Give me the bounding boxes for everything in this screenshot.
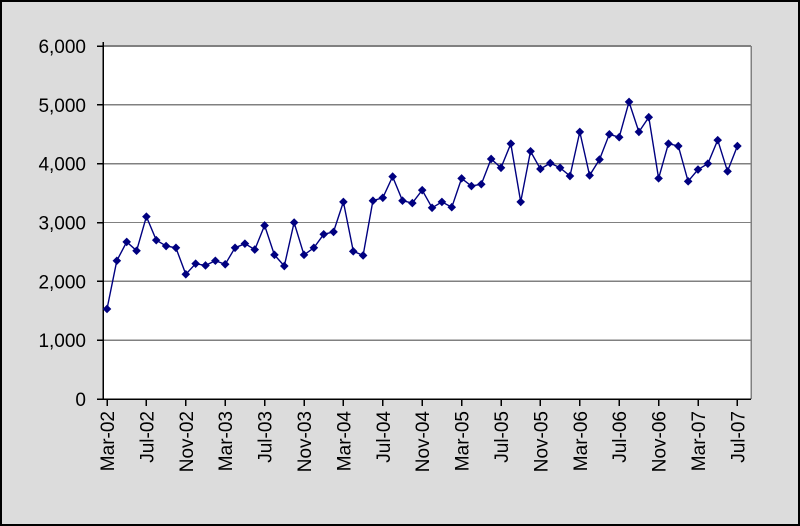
data-point-marker bbox=[496, 163, 506, 173]
data-point-marker bbox=[161, 241, 171, 251]
x-tick-label: Jul-04 bbox=[374, 411, 395, 463]
data-series bbox=[102, 97, 742, 314]
data-point-marker bbox=[516, 197, 525, 207]
data-point-marker bbox=[614, 132, 624, 142]
x-tick-label: Jul-07 bbox=[728, 411, 749, 463]
data-point-marker bbox=[683, 177, 693, 186]
data-point-marker bbox=[545, 158, 555, 168]
data-point-marker bbox=[191, 259, 200, 268]
data-point-marker bbox=[181, 269, 191, 279]
data-point-marker bbox=[713, 135, 722, 145]
data-point-marker bbox=[378, 193, 388, 203]
x-tick-label: Mar-05 bbox=[453, 411, 474, 471]
data-point-marker bbox=[151, 235, 161, 245]
data-point-marker bbox=[457, 174, 466, 183]
y-tick-label: 2,000 bbox=[38, 272, 86, 293]
x-tick-label: Nov-06 bbox=[650, 411, 671, 472]
y-tick-label: 3,000 bbox=[38, 214, 86, 235]
data-point-marker bbox=[319, 229, 328, 239]
x-tick-label: Mar-04 bbox=[334, 411, 355, 472]
data-point-marker bbox=[102, 304, 112, 314]
data-point-marker bbox=[260, 221, 269, 230]
x-tick-label: Mar-02 bbox=[98, 411, 119, 471]
x-tick-label: Jul-05 bbox=[492, 411, 513, 463]
data-point-marker bbox=[230, 243, 240, 253]
data-point-marker bbox=[575, 127, 585, 137]
data-point-marker bbox=[526, 147, 535, 156]
y-tick-label: 5,000 bbox=[38, 96, 86, 117]
y-tick-label: 4,000 bbox=[38, 155, 86, 176]
data-point-marker bbox=[250, 245, 260, 254]
data-point-marker bbox=[142, 212, 151, 221]
x-tick-label: Jul-06 bbox=[610, 411, 631, 463]
data-point-marker bbox=[605, 129, 614, 139]
data-point-marker bbox=[536, 164, 545, 174]
data-point-marker bbox=[693, 165, 703, 174]
x-tick-label: Nov-03 bbox=[295, 411, 316, 472]
x-axis: Mar-02 Jul-02 Nov-02 Mar-03 Jul-03 Nov-03 Mar-… bbox=[98, 398, 751, 473]
data-point-marker bbox=[654, 174, 663, 183]
y-tick-label: 6,000 bbox=[38, 37, 86, 58]
data-point-marker bbox=[398, 196, 407, 206]
data-point-marker bbox=[329, 227, 338, 237]
x-tick-label: Jul-02 bbox=[137, 411, 158, 463]
x-tick-label: Jul-03 bbox=[256, 411, 277, 463]
data-point-marker bbox=[348, 247, 358, 256]
gridlines bbox=[103, 104, 751, 341]
data-point-marker bbox=[437, 197, 447, 207]
x-tick-label: Nov-05 bbox=[531, 411, 552, 472]
data-point-marker bbox=[309, 243, 319, 253]
data-point-marker bbox=[565, 171, 575, 181]
data-point-marker bbox=[664, 139, 673, 148]
data-point-marker bbox=[427, 203, 437, 213]
y-axis: 0 1,000 2,000 3,000 4,000 5,000 6,000 bbox=[38, 37, 104, 411]
data-point-marker bbox=[358, 251, 368, 260]
data-point-marker bbox=[339, 197, 348, 207]
data-point-marker bbox=[270, 250, 279, 260]
data-point-marker bbox=[220, 259, 230, 269]
data-point-marker bbox=[132, 246, 141, 256]
x-tick-label: Mar-03 bbox=[216, 411, 237, 471]
data-point-marker bbox=[171, 243, 181, 253]
y-tick-label: 1,000 bbox=[38, 331, 86, 352]
data-point-marker bbox=[299, 250, 309, 260]
data-point-marker bbox=[368, 196, 378, 206]
data-point-marker bbox=[723, 167, 732, 176]
y-tick-label: 0 bbox=[75, 390, 86, 411]
data-point-marker bbox=[634, 127, 644, 137]
data-point-marker bbox=[467, 181, 476, 191]
data-point-marker bbox=[555, 163, 565, 173]
data-point-marker bbox=[624, 97, 634, 107]
data-point-marker bbox=[280, 261, 289, 271]
data-point-marker bbox=[240, 239, 250, 248]
data-point-marker bbox=[447, 202, 457, 212]
data-point-marker bbox=[112, 256, 122, 266]
data-point-marker bbox=[585, 171, 594, 180]
data-point-marker bbox=[201, 261, 210, 270]
plot-border bbox=[103, 45, 752, 399]
data-point-marker bbox=[388, 172, 397, 181]
x-tick-label: Nov-02 bbox=[177, 411, 198, 472]
data-point-marker bbox=[506, 139, 516, 148]
data-point-marker bbox=[674, 141, 683, 151]
data-point-marker bbox=[417, 185, 427, 195]
data-point-marker bbox=[211, 256, 220, 266]
data-point-marker bbox=[408, 198, 417, 208]
data-point-marker bbox=[595, 155, 604, 164]
x-tick-label: Nov-04 bbox=[413, 411, 434, 473]
data-point-marker bbox=[644, 112, 654, 122]
data-point-marker bbox=[289, 218, 299, 227]
data-point-marker bbox=[733, 141, 742, 151]
data-point-marker bbox=[486, 154, 496, 164]
data-point-marker bbox=[477, 179, 486, 189]
x-tick-label: Mar-07 bbox=[689, 411, 710, 471]
x-tick-label: Mar-06 bbox=[571, 411, 592, 471]
data-point-marker bbox=[703, 159, 713, 168]
